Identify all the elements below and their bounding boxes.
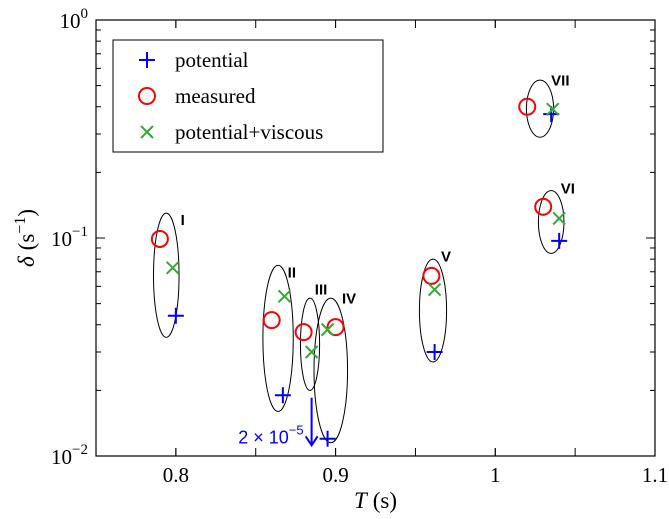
cross-stroke <box>165 261 180 275</box>
measured-point <box>534 197 553 216</box>
legend-frame <box>112 39 384 153</box>
group-label: V <box>441 249 451 266</box>
group-ellipse <box>313 297 349 444</box>
legend-item: potential+viscous <box>140 120 323 144</box>
x-tick-label: 1.1 <box>642 463 668 487</box>
legend-marker <box>140 125 154 139</box>
group-label: IV <box>342 291 356 308</box>
measured-point <box>518 97 537 116</box>
potential-point <box>551 232 568 249</box>
group-label: I <box>181 212 185 229</box>
y-tick-label: 100 <box>60 6 89 33</box>
legend-item: measured <box>138 84 256 108</box>
cross-stroke <box>320 322 335 337</box>
legend: potential measured potential+viscous <box>112 39 384 153</box>
potential-point <box>167 307 184 324</box>
measured-point <box>150 229 169 248</box>
group-label: VI <box>561 181 575 198</box>
potential-viscous-point <box>546 102 560 116</box>
potential-viscous-point <box>304 345 319 359</box>
x-axis-label: T (s) <box>354 488 397 513</box>
annotation-text: 2 × 10−5 <box>238 422 303 447</box>
legend-label: potential+viscous <box>175 120 323 144</box>
potential-point <box>319 430 336 447</box>
cross-stroke <box>304 345 319 359</box>
legend-label: measured <box>175 84 256 108</box>
group-ellipse <box>262 264 294 413</box>
y-axis-label: δ(s−1) <box>12 209 39 267</box>
potential-viscous-point <box>427 282 442 297</box>
y-tick-label: 10−1 <box>51 224 88 251</box>
cross-stroke <box>552 211 566 226</box>
annotation-arrowhead <box>304 435 319 448</box>
potential-point <box>274 387 291 404</box>
potential-viscous-point <box>552 211 566 226</box>
potential-viscous-point <box>277 289 292 304</box>
potential-viscous-point <box>165 261 180 275</box>
x-tick-label: 0.9 <box>322 463 348 487</box>
group-label: II <box>288 264 296 281</box>
potential-point <box>426 343 443 360</box>
x-tick-label: 1 <box>490 463 501 487</box>
x-tick-label: 0.8 <box>163 463 189 487</box>
measured-point <box>294 323 313 342</box>
group-ellipse <box>299 297 321 391</box>
measured-point <box>326 318 345 337</box>
cross-stroke <box>427 282 442 297</box>
cross-stroke <box>546 102 560 116</box>
group-ellipse <box>418 258 448 363</box>
measured-point <box>422 266 441 285</box>
legend-item: potential <box>139 48 249 72</box>
measured-point <box>262 311 281 330</box>
cross-stroke <box>277 289 292 304</box>
group-label: III <box>315 282 328 299</box>
potential-viscous-point <box>320 322 335 337</box>
legend-label: potential <box>175 48 249 72</box>
group-label: VII <box>551 73 569 90</box>
group-ellipse <box>152 212 180 338</box>
legend-marker <box>138 87 156 105</box>
y-tick-label: 10−2 <box>51 442 88 469</box>
